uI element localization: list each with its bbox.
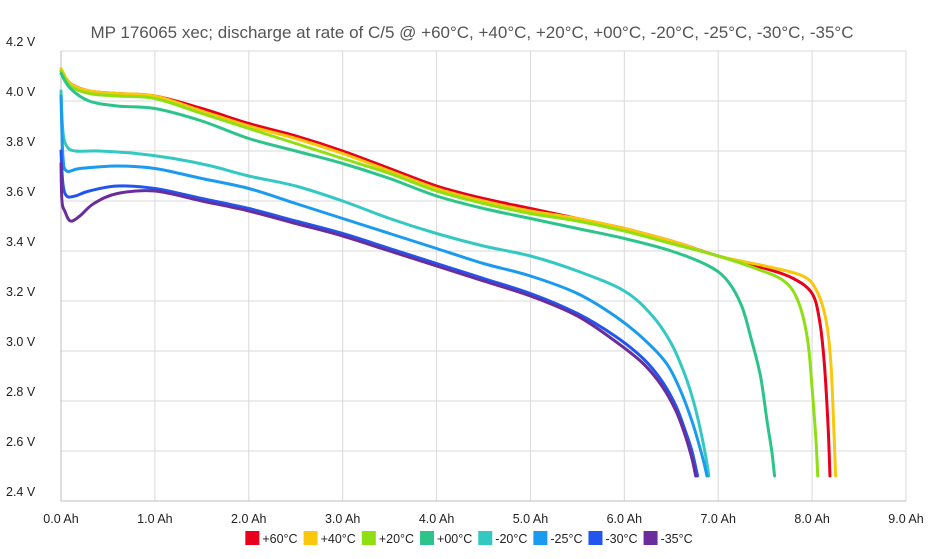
x-tick-label: 5.0 Ah	[513, 512, 548, 526]
series-line-3	[59, 72, 777, 478]
legend-label: +40°C	[321, 532, 356, 546]
series-line-6	[59, 149, 700, 478]
x-tick-label: 0.0 Ah	[43, 512, 78, 526]
x-tick-label: 6.0 Ah	[607, 512, 642, 526]
series-line-0	[59, 69, 832, 478]
x-tick-label: 7.0 Ah	[700, 512, 735, 526]
y-tick-label: 4.0 V	[6, 85, 36, 99]
series-line-2	[59, 69, 820, 478]
series-line-4	[59, 89, 711, 478]
x-tick-label: 1.0 Ah	[137, 512, 172, 526]
x-tick-label: 9.0 Ah	[888, 512, 923, 526]
series-line-5	[59, 94, 709, 478]
series-line-1	[59, 67, 838, 478]
x-tick-label: 8.0 Ah	[794, 512, 829, 526]
y-tick-label: 3.8 V	[6, 135, 36, 149]
legend-swatch	[643, 531, 658, 545]
grid-layer	[60, 50, 907, 502]
legend-swatch	[588, 531, 603, 545]
chart-title: MP 176065 xec; discharge at rate of C/5 …	[90, 23, 853, 42]
legend-label: -25°C	[550, 532, 582, 546]
y-tick-label: 3.4 V	[6, 235, 36, 249]
y-tick-label: 4.2 V	[6, 35, 36, 49]
series-layer	[59, 67, 838, 478]
legend-swatch	[303, 531, 318, 545]
y-tick-label: 3.0 V	[6, 335, 36, 349]
legend-swatch	[420, 531, 435, 545]
x-tick-label: 4.0 Ah	[419, 512, 454, 526]
legend-label: -20°C	[495, 532, 527, 546]
y-tick-label: 3.2 V	[6, 285, 36, 299]
y-tick-label: 2.6 V	[6, 435, 36, 449]
legend-label: -30°C	[605, 532, 637, 546]
y-tick-label: 3.6 V	[6, 185, 36, 199]
x-tick-label: 3.0 Ah	[325, 512, 360, 526]
y-tick-label: 2.8 V	[6, 385, 36, 399]
legend-label: +00°C	[437, 532, 472, 546]
legend-label: -35°C	[661, 532, 693, 546]
legend-swatch	[361, 531, 376, 545]
series-line-7	[59, 162, 698, 478]
legend-swatch	[533, 531, 548, 545]
legend-label: +60°C	[262, 532, 297, 546]
legend: +60°C +40°C +20°C +00°C -20°C -25°C -30°C -35°C	[245, 531, 693, 546]
x-tick-label: 2.0 Ah	[231, 512, 266, 526]
y-tick-label: 2.4 V	[6, 485, 36, 499]
legend-swatch	[245, 531, 260, 545]
legend-label: +20°C	[379, 532, 414, 546]
legend-swatch	[478, 531, 493, 545]
tick-layer: 0.0 Ah 1.0 Ah 2.0 Ah 3.0 Ah 4.0 Ah 5.0 Ah 6.0 …	[6, 35, 924, 526]
